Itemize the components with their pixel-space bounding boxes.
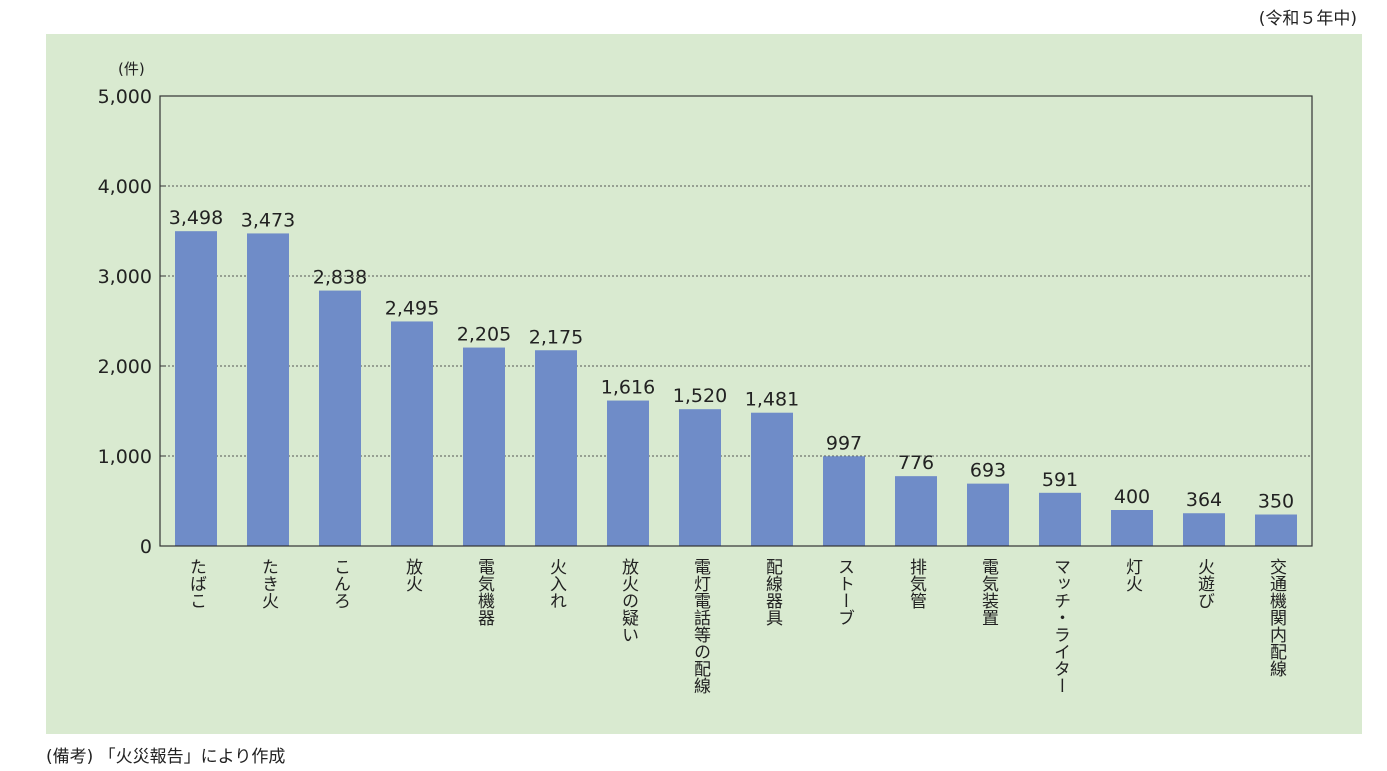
- bar: [895, 476, 937, 546]
- data-label: 2,175: [529, 326, 583, 348]
- data-label: 1,520: [673, 385, 727, 407]
- x-tick-label: マッチ・ライター: [1050, 558, 1070, 694]
- bar-chart: 3,498 3,473 2,838 2,495 2,205 2,175 1,616 1,520…: [98, 60, 1313, 694]
- x-tick-label: 火遊び: [1194, 558, 1215, 609]
- bar: [823, 456, 865, 546]
- x-tick-label: 交通機関内配線: [1266, 558, 1287, 677]
- data-label: 2,495: [385, 297, 439, 319]
- data-label: 400: [1114, 486, 1150, 508]
- chart-panel: 3,498 3,473 2,838 2,495 2,205 2,175 1,616 1,520…: [46, 34, 1362, 734]
- x-tick-label: こんろ: [330, 558, 350, 609]
- x-tick-label: 放火の疑い: [618, 558, 639, 643]
- x-tick-label: 電気装置: [978, 558, 999, 626]
- data-label: 350: [1258, 491, 1294, 513]
- y-axis-unit: (件): [118, 60, 145, 78]
- period-label: (令和５年中): [1258, 9, 1357, 29]
- bar: [967, 483, 1009, 546]
- data-label: 776: [898, 452, 934, 474]
- x-axis: たばこ たき火 こんろ 放火 電気機器 火入れ 放火の疑い 電灯電話等の配線 配線器具 ストーブ 排…: [186, 558, 1287, 694]
- bar: [1111, 510, 1153, 546]
- y-tick-label: 0: [140, 536, 152, 558]
- x-tick-label: 電灯電話等の配線: [690, 558, 711, 694]
- data-label: 364: [1186, 489, 1222, 511]
- bar: [1183, 513, 1225, 546]
- bar: [679, 409, 721, 546]
- bar: [1039, 492, 1081, 546]
- x-tick-label: 排気管: [906, 558, 927, 609]
- x-tick-label: 電気機器: [474, 558, 495, 626]
- plot-frame: [159, 95, 1313, 547]
- bar: [175, 231, 217, 546]
- source-note: (備考) 「火災報告」により作成: [46, 747, 286, 767]
- x-tick-label: たばこ: [186, 558, 206, 609]
- data-label: 591: [1042, 469, 1078, 491]
- bar: [1255, 514, 1297, 546]
- data-label: 997: [826, 432, 862, 454]
- y-tick-label: 3,000: [98, 266, 152, 288]
- bars: [175, 231, 1297, 546]
- y-tick-label: 1,000: [98, 446, 152, 468]
- data-label: 3,473: [241, 209, 295, 231]
- value-labels: 3,498 3,473 2,838 2,495 2,205 2,175 1,616 1,520…: [169, 207, 1294, 512]
- bar: [751, 412, 793, 546]
- x-tick-label: ストーブ: [834, 558, 854, 626]
- y-tick-label: 2,000: [98, 356, 152, 378]
- data-label: 2,838: [313, 267, 367, 289]
- bar: [247, 233, 289, 546]
- x-tick-label: 火入れ: [546, 558, 567, 609]
- y-tick-label: 4,000: [98, 176, 152, 198]
- x-tick-label: 配線器具: [762, 558, 783, 626]
- data-label: 1,616: [601, 377, 655, 399]
- bar: [535, 350, 577, 546]
- y-tick-label: 5,000: [98, 86, 152, 108]
- data-label: 1,481: [745, 389, 799, 411]
- data-label: 2,205: [457, 324, 511, 346]
- x-tick-label: 灯火: [1122, 558, 1143, 592]
- y-axis: 0 1,000 2,000 3,000 4,000 5,000: [98, 86, 1313, 558]
- bar: [607, 400, 649, 546]
- x-tick-label: たき火: [258, 558, 279, 609]
- data-label: 3,498: [169, 207, 223, 229]
- bar: [391, 321, 433, 546]
- bar: [463, 347, 505, 546]
- x-tick-label: 放火: [402, 558, 423, 592]
- bar: [319, 290, 361, 546]
- data-label: 693: [970, 460, 1006, 482]
